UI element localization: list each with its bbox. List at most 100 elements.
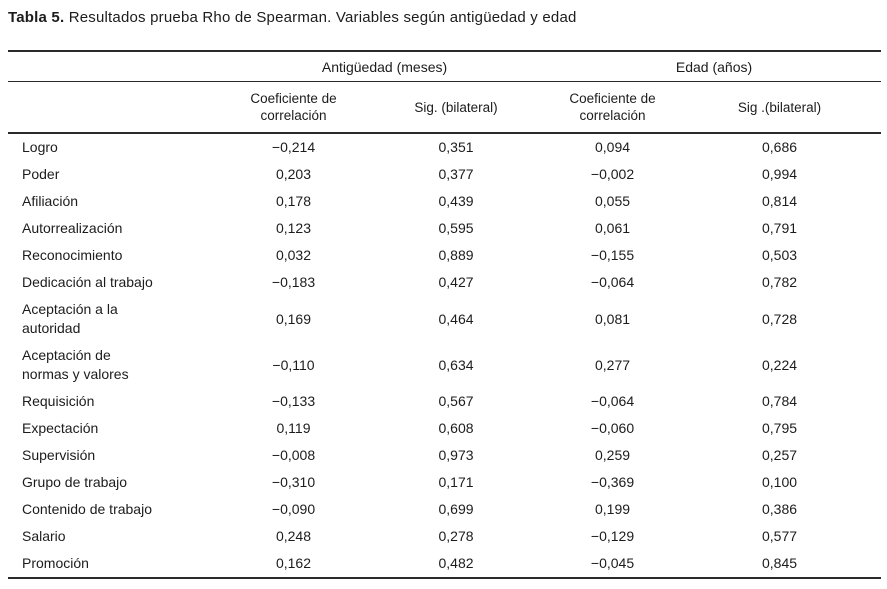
table-title-number: Tabla 5. [8,9,65,26]
table-row: Aceptación de normas y valores −0,110 0,63… [8,342,881,388]
column-header-coef-edad: Coeficiente de correlación [547,81,679,134]
value-cell: 0,686 [761,139,798,155]
value-cell: 0,061 [594,220,631,236]
value-cell: 0,224 [761,356,798,373]
row-label: Requisición [22,393,95,409]
value-cell: −0,002 [590,166,635,182]
value-cell: −0,060 [590,420,635,436]
value-cell: 0,032 [275,247,312,263]
table-row: Dedicación al trabajo −0,183 0,427 −0,064 0,… [8,269,881,296]
value-cell: 0,567 [438,393,474,409]
value-cell: −0,133 [271,393,316,409]
value-cell: 0,889 [438,247,474,263]
column-group-row: Antigüedad (meses) Edad (años) [8,51,882,82]
row-label: Poder [22,166,60,182]
value-cell: −0,369 [590,474,635,490]
value-cell: −0,129 [590,528,635,544]
row-label: Expectación [22,420,99,436]
value-cell: 0,464 [438,310,474,327]
table-row: Expectación 0,119 0,608 −0,060 0,795 [8,415,881,442]
column-header-coef-antiguedad: Coeficiente de correlación [222,81,365,134]
value-cell: 0,100 [761,474,798,490]
column-subheader-row: Coeficiente de correlación Sig. (bilater… [8,81,882,134]
value-cell: 0,119 [276,420,311,436]
value-cell: 0,257 [761,447,798,463]
column-group-edad: Edad (años) [547,51,882,82]
table-row: Promoción 0,162 0,482 −0,045 0,845 [8,550,881,578]
table-row: Aceptación a la autoridad 0,169 0,464 0,081… [8,296,881,342]
row-label: Salario [22,528,66,544]
value-cell: 0,203 [275,166,312,182]
value-cell: 0,259 [594,447,631,463]
table-row: Requisición −0,133 0,567 −0,064 0,784 [8,388,881,415]
value-cell: 0,171 [438,474,474,490]
value-cell: 0,791 [761,220,798,236]
value-cell: 0,608 [438,420,474,436]
value-cell: 0,728 [761,310,798,327]
value-cell: 0,094 [594,139,631,155]
value-cell: 0,178 [275,193,312,209]
value-cell: −0,310 [271,474,316,490]
value-cell: −0,183 [271,274,316,290]
row-label: Reconocimiento [22,247,123,263]
value-cell: 0,278 [438,528,474,544]
value-cell: −0,090 [271,501,316,517]
row-label: Autorrealización [22,220,123,236]
empty-header-cell [8,81,222,134]
value-cell: 0,782 [761,274,798,290]
row-label: Promoción [22,555,89,571]
value-cell: 0,845 [761,555,798,571]
value-cell: 0,199 [594,501,631,517]
value-cell: 0,973 [438,447,474,463]
value-cell: 0,277 [594,356,631,373]
value-cell: 0,248 [275,528,312,544]
table-row: Salario 0,248 0,278 −0,129 0,577 [8,523,881,550]
row-label: Aceptación a la autoridad [22,301,118,336]
row-label: Grupo de trabajo [22,474,128,490]
table-title: Tabla 5. Resultados prueba Rho de Spearm… [8,8,881,50]
table-row: Reconocimiento 0,032 0,889 −0,155 0,503 [8,242,881,269]
value-cell: 0,994 [761,166,798,182]
value-cell: 0,814 [761,193,798,209]
value-cell: 0,503 [761,247,798,263]
value-cell: 0,386 [761,501,798,517]
value-cell: 0,055 [594,193,631,209]
value-cell: 0,482 [438,555,474,571]
table-title-text: Resultados prueba Rho de Spearman. Varia… [64,9,577,26]
row-label: Dedicación al trabajo [22,274,153,290]
empty-header-cell [8,51,222,82]
value-cell: 0,427 [438,274,474,290]
value-cell: 0,169 [275,310,312,327]
value-cell: 0,577 [761,528,798,544]
value-cell: 0,795 [761,420,798,436]
value-cell: 0,699 [438,501,474,517]
value-cell: −0,214 [271,139,316,155]
value-cell: 0,634 [438,356,474,373]
row-label: Logro [22,139,58,155]
row-label: Supervisión [22,447,96,463]
value-cell: 0,351 [438,139,474,155]
value-cell: 0,081 [594,310,631,327]
column-group-antiguedad: Antigüedad (meses) [222,51,548,82]
column-header-sig-antiguedad: Sig. (bilateral) [365,81,548,134]
row-label: Aceptación de normas y valores [22,347,129,382]
table-row: Autorrealización 0,123 0,595 0,061 0,791 [8,215,881,242]
table-row: Contenido de trabajo −0,090 0,699 0,199 0,38… [8,496,881,523]
value-cell: −0,155 [590,247,635,263]
row-label: Afiliación [22,193,79,209]
value-cell: −0,008 [271,447,316,463]
value-cell: −0,110 [272,356,315,373]
value-cell: 0,784 [761,393,798,409]
spearman-results-table: Antigüedad (meses) Edad (años) Coeficien… [8,50,882,579]
value-cell: 0,123 [275,220,312,236]
column-header-sig-edad: Sig .(bilateral) [678,81,882,134]
value-cell: 0,162 [275,555,312,571]
table-row: Grupo de trabajo −0,310 0,171 −0,369 0,100 [8,469,881,496]
table-row: Logro −0,214 0,351 0,094 0,686 [8,133,881,161]
value-cell: −0,064 [590,274,635,290]
table-row: Poder 0,203 0,377 −0,002 0,994 [8,161,881,188]
value-cell: 0,595 [438,220,474,236]
table-body: Logro −0,214 0,351 0,094 0,686 Poder 0,203 0,37… [8,133,881,578]
value-cell: −0,045 [590,555,635,571]
